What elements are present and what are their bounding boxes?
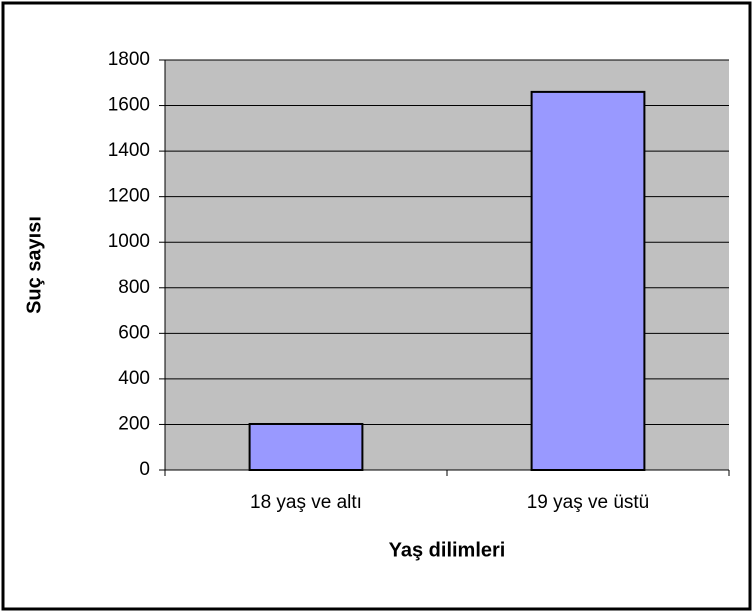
y-tick-label: 1200 bbox=[108, 186, 150, 207]
y-tick-label: 600 bbox=[118, 322, 150, 343]
y-tick-label: 400 bbox=[118, 368, 150, 389]
y-axis-title: Suç sayısı bbox=[23, 216, 45, 314]
y-tick-label: 200 bbox=[118, 413, 150, 434]
x-axis-title: Yaş dilimleri bbox=[389, 539, 506, 561]
y-tick-label: 1600 bbox=[108, 95, 150, 116]
y-tick-label: 1800 bbox=[108, 49, 150, 70]
bar bbox=[248, 422, 364, 472]
x-tick-label: 19 yaş ve üstü bbox=[527, 492, 650, 513]
y-tick-label: 1000 bbox=[108, 231, 150, 252]
x-tick-label: 18 yaş ve altı bbox=[250, 492, 362, 513]
y-tick-label: 0 bbox=[139, 459, 150, 480]
y-tick-label: 800 bbox=[118, 277, 150, 298]
y-tick-label: 1400 bbox=[108, 140, 150, 161]
bar bbox=[530, 90, 646, 471]
